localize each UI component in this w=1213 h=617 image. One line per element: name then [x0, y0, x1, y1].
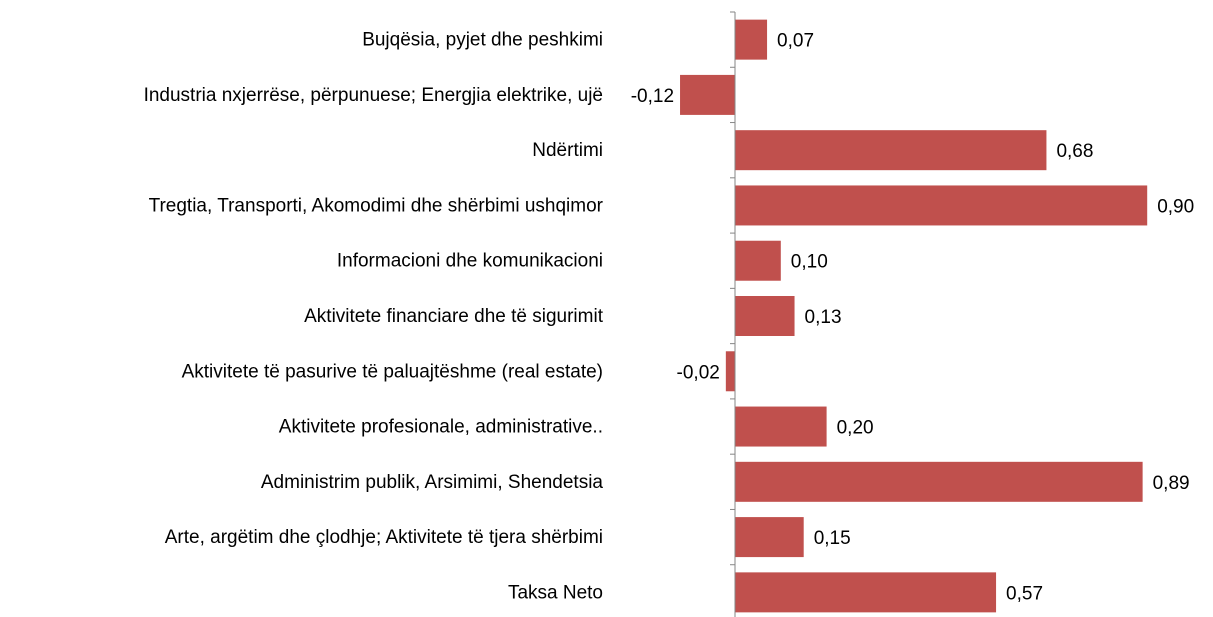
category-label: Administrim publik, Arsimimi, Shendetsia	[261, 472, 604, 493]
category-label: Ndërtimi	[532, 140, 603, 161]
bar	[735, 19, 768, 60]
category-label: Bujqësia, pyjet dhe peshkimi	[362, 30, 603, 51]
bar	[735, 572, 997, 613]
category-label: Arte, argëtim dhe çlodhje; Aktivitete të…	[165, 527, 603, 548]
category-label: Taksa Neto	[508, 582, 603, 603]
category-label: Informacioni dhe komunikacioni	[337, 251, 603, 272]
bar	[725, 351, 735, 392]
value-label: 0,90	[1157, 196, 1194, 217]
value-label: 0,68	[1056, 141, 1093, 162]
bar	[735, 461, 1143, 502]
bar	[735, 240, 781, 281]
bar	[735, 185, 1148, 226]
value-label: -0,12	[631, 86, 674, 107]
value-label: 0,10	[791, 252, 828, 273]
value-label: 0,13	[805, 307, 842, 328]
bar	[735, 406, 827, 447]
value-label: 0,15	[814, 528, 851, 549]
category-label: Industria nxjerrëse, përpunuese; Energji…	[144, 85, 603, 106]
category-label: Aktivitete të pasurive të paluajtëshme (…	[182, 361, 603, 382]
bar	[735, 296, 795, 336]
bar	[680, 74, 735, 115]
category-label: Aktivitete profesionale, administrative.…	[279, 417, 603, 438]
value-label: -0,02	[677, 362, 720, 383]
value-label: 0,07	[777, 31, 814, 52]
category-label: Tregtia, Transporti, Akomodimi dhe shërb…	[149, 195, 604, 216]
bar	[735, 130, 1047, 171]
bar	[735, 517, 804, 558]
value-label: 0,89	[1153, 473, 1190, 494]
value-label: 0,57	[1006, 583, 1043, 604]
value-label: 0,20	[837, 418, 874, 439]
category-label: Aktivitete financiare dhe të sigurimit	[304, 306, 604, 327]
